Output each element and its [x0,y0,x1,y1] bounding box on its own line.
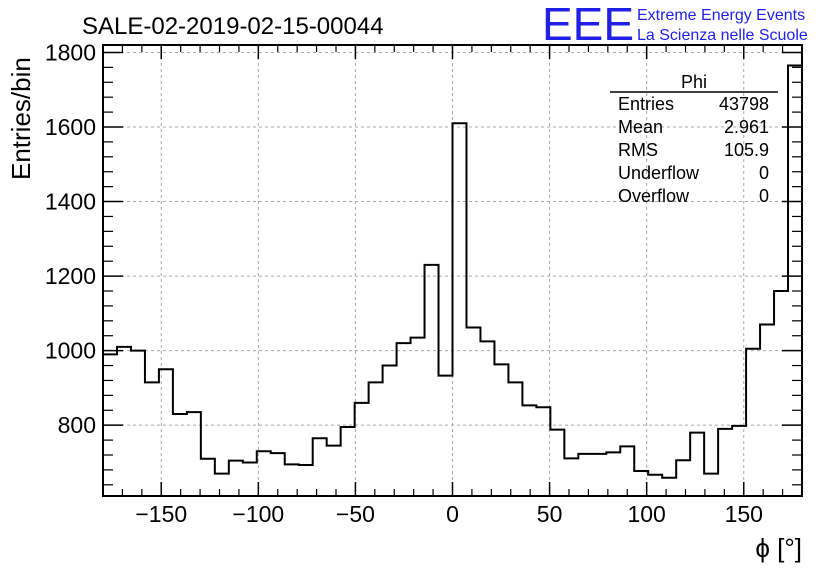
x-tick-label: 150 [725,501,763,527]
y-tick-label: 800 [58,412,96,438]
x-tick-label: −150 [135,501,187,527]
x-tick-label: 100 [627,501,665,527]
y-tick-label: 1800 [45,39,96,65]
chart-title: SALE-02-2019-02-15-00044 [82,13,384,40]
y-axis-label: Entries/bin [6,57,36,180]
stats-label: Mean [618,117,663,137]
y-tick-label: 1200 [45,263,96,289]
logo-line1: Extreme Energy Events [637,7,805,24]
y-tick-labels: 800 1000 1200 1400 1600 1800 [45,39,96,438]
stats-value: 0 [759,163,769,183]
x-axis-label: ϕ [°] [755,533,802,563]
stats-rows: Entries 43798 Mean 2.961 RMS 105.9 Underflow 0 O… [618,94,769,206]
stats-label: Overflow [618,186,690,206]
logo: EEE Extreme Energy Events La Scienza nel… [542,0,808,50]
stats-label: Entries [618,94,674,114]
stats-label: RMS [618,140,658,160]
stats-value: 0 [759,186,769,206]
x-tick-label: 0 [446,501,459,527]
stats-label: Underflow [618,163,700,183]
x-tick-label: −100 [232,501,284,527]
axis-ticks [102,45,803,496]
stats-box: Phi Entries 43798 Mean 2.961 RMS 105.9 Underfl… [610,72,778,206]
stats-value: 43798 [719,94,769,114]
histogram-line [103,64,802,479]
x-tick-label: −50 [336,501,375,527]
y-tick-label: 1000 [45,338,96,364]
logo-mark: EEE [542,0,634,50]
stats-value: 2.961 [724,117,769,137]
x-tick-label: 50 [537,501,563,527]
stats-name: Phi [681,72,707,92]
logo-line2: La Scienza nelle Scuole [637,27,808,44]
x-tick-labels: −150 −100 −50 0 50 100 150 [135,501,763,527]
stats-value: 105.9 [724,140,769,160]
y-tick-label: 1400 [45,189,96,215]
y-tick-label: 1600 [45,114,96,140]
